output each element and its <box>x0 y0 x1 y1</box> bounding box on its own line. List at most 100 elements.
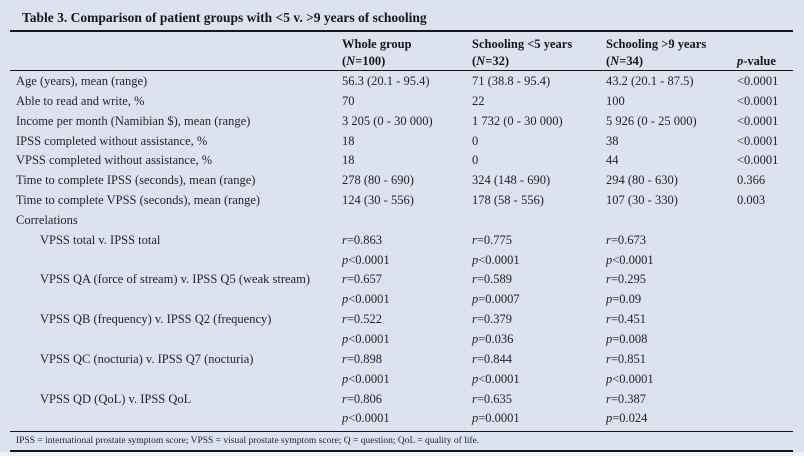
column-header: Schooling <5 years (N=32) <box>472 37 573 68</box>
cell-value: p<0.0001 <box>342 411 390 426</box>
cell-value: 294 (80 - 630) <box>606 173 678 188</box>
cell-value: r=0.657 <box>342 272 383 287</box>
cell-value: p<0.0001 <box>472 252 520 267</box>
cell-value: 70 <box>342 93 355 108</box>
cell-value: <0.0001 <box>737 133 779 148</box>
column-header: Schooling >9 years (N=34) <box>606 37 707 68</box>
cell-value: <0.0001 <box>737 74 779 88</box>
table-row: Income per month (Namibian $), mean (ran… <box>10 112 793 132</box>
cell-value: 107 (30 - 330) <box>606 193 678 208</box>
cell-value: r=0.898 <box>342 351 383 366</box>
cell-value: r=0.806 <box>342 391 383 406</box>
cell-value: r=0.522 <box>342 312 383 327</box>
table-row: p<0.0001 p<0.0001 p<0.0001 <box>10 370 793 390</box>
row-label: Time to complete VPSS (seconds), mean (r… <box>16 193 261 208</box>
row-label: VPSS QB (frequency) v. IPSS Q2 (frequenc… <box>40 312 272 327</box>
cell-value <box>737 211 793 231</box>
cell-value: <0.0001 <box>737 153 779 168</box>
table-row: p<0.0001 p=0.0007 p=0.09 <box>10 290 793 310</box>
cell-value: p<0.0001 <box>472 371 520 386</box>
cell-value: 38 <box>606 133 619 148</box>
table-body: Age (years), mean (range) 56.3 (20.1 - 95… <box>10 71 793 433</box>
table-row: p<0.0001 p=0.036 p=0.008 <box>10 330 793 350</box>
cell-value: 3 205 (0 - 30 000) <box>342 113 433 128</box>
cell-value: 1 732 (0 - 30 000) <box>472 113 563 128</box>
table-title: Table 3. Comparison of patient groups wi… <box>10 0 793 32</box>
cell-value: r=0.775 <box>472 232 513 247</box>
table-row: Correlations <box>10 211 793 231</box>
cell-value: p<0.0001 <box>342 331 390 346</box>
table-row: VPSS completed without assistance, % 18 0 4… <box>10 151 793 171</box>
cell-value: 18 <box>342 153 355 168</box>
cell-value: 0 <box>472 133 479 148</box>
row-label: Time to complete IPSS (seconds), mean (r… <box>16 173 256 188</box>
cell-value: 71 (38.8 - 95.4) <box>472 74 551 88</box>
cell-value: 0.366 <box>737 173 766 188</box>
cell-value: 5 926 (0 - 25 000) <box>606 113 697 128</box>
row-label: VPSS QC (nocturia) v. IPSS Q7 (nocturia) <box>40 351 254 366</box>
table-row: IPSS completed without assistance, % 18 0 3… <box>10 132 793 152</box>
cell-value: p<0.0001 <box>342 252 390 267</box>
column-header: p-value <box>737 53 776 68</box>
cell-value: <0.0001 <box>737 113 779 128</box>
row-label: Age (years), mean (range) <box>16 74 148 88</box>
table-row: Time to complete IPSS (seconds), mean (r… <box>10 171 793 191</box>
cell-value <box>737 290 793 310</box>
row-label: VPSS QA (force of stream) v. IPSS Q5 (we… <box>40 272 310 287</box>
cell-value: p<0.0001 <box>606 371 654 386</box>
cell-value: r=0.387 <box>606 391 647 406</box>
cell-value <box>737 270 793 290</box>
column-header: Whole group (N=100) <box>342 37 412 68</box>
cell-value: 100 <box>606 93 625 108</box>
table-header: Whole group (N=100) Schooling <5 years (N=3… <box>10 32 793 71</box>
cell-value <box>737 330 793 350</box>
table-row: Able to read and write, % 70 22 100 <0.0001 <box>10 92 793 112</box>
cell-value: 22 <box>472 93 485 108</box>
table-row: p<0.0001 p=0.0001 p=0.024 <box>10 409 793 429</box>
cell-value: r=0.673 <box>606 232 647 247</box>
cell-value: r=0.635 <box>472 391 513 406</box>
cell-value <box>737 409 793 429</box>
cell-value: 43.2 (20.1 - 87.5) <box>606 74 694 88</box>
table-row: Time to complete VPSS (seconds), mean (r… <box>10 191 793 211</box>
row-label: VPSS total v. IPSS total <box>40 232 161 247</box>
cell-value <box>737 370 793 390</box>
cell-value: 0.003 <box>737 193 766 208</box>
cell-value: 278 (80 - 690) <box>342 173 414 188</box>
table-footnote: IPSS = international prostate symptom sc… <box>10 432 793 453</box>
row-label: Correlations <box>16 212 78 227</box>
cell-value: 44 <box>606 153 619 168</box>
table-row: VPSS total v. IPSS total r=0.863 r=0.775 r=… <box>10 231 793 251</box>
cell-value: r=0.851 <box>606 351 647 366</box>
table-row: VPSS QB (frequency) v. IPSS Q2 (frequenc… <box>10 310 793 330</box>
cell-value: <0.0001 <box>737 93 779 108</box>
row-label: VPSS completed without assistance, % <box>16 153 213 168</box>
cell-value: p=0.0001 <box>472 411 520 426</box>
cell-value: p<0.0001 <box>342 292 390 307</box>
row-label <box>10 409 342 429</box>
cell-value: p=0.0007 <box>472 292 520 307</box>
cell-value <box>606 211 737 231</box>
cell-value <box>737 350 793 370</box>
table-row: VPSS QA (force of stream) v. IPSS Q5 (we… <box>10 270 793 290</box>
cell-value: p<0.0001 <box>606 252 654 267</box>
cell-value: r=0.451 <box>606 312 647 327</box>
cell-value: p=0.09 <box>606 292 642 307</box>
table-row: VPSS QC (nocturia) v. IPSS Q7 (nocturia)… <box>10 350 793 370</box>
row-label <box>10 370 342 390</box>
cell-value: 324 (148 - 690) <box>472 173 551 188</box>
row-label: IPSS completed without assistance, % <box>16 133 208 148</box>
row-label: Able to read and write, % <box>16 93 145 108</box>
cell-value: 56.3 (20.1 - 95.4) <box>342 74 430 88</box>
cell-value: r=0.379 <box>472 312 513 327</box>
cell-value <box>737 231 793 251</box>
column-header <box>10 36 342 69</box>
cell-value: 0 <box>472 153 479 168</box>
cell-value: r=0.295 <box>606 272 647 287</box>
cell-value: r=0.589 <box>472 272 513 287</box>
row-label <box>10 290 342 310</box>
cell-value: 18 <box>342 133 355 148</box>
row-label: VPSS QD (QoL) v. IPSS QoL <box>40 391 192 406</box>
